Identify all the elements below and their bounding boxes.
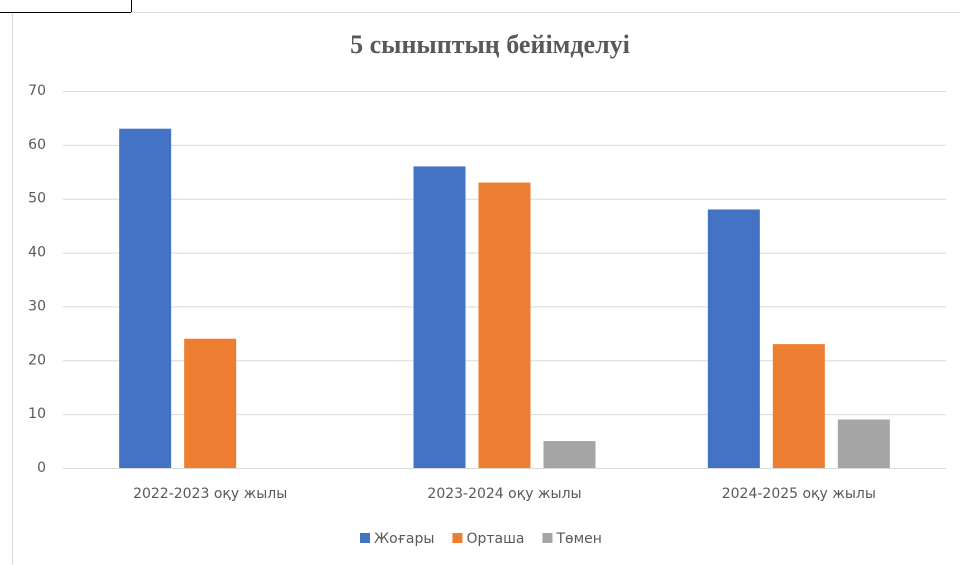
bar [543,441,596,468]
bar [707,209,760,468]
bar [184,338,237,468]
y-tick-label: 40 [28,245,46,261]
bar [772,344,825,468]
y-tick-label: 10 [28,406,46,422]
y-tick-label: 0 [37,460,46,476]
y-tick-label: 60 [28,137,46,153]
bar [837,419,890,468]
legend-label: Жоғары [374,531,434,547]
legend-swatch [452,533,463,543]
y-tick-label: 70 [28,83,46,99]
y-tick-label: 30 [28,298,46,314]
x-tick-label: 2022-2023 оқу жылы [133,486,287,502]
bar [119,128,172,468]
legend-swatch [360,533,370,543]
bar [478,182,531,469]
legend-label: Орташа [466,531,524,547]
legend-label: Төмен [555,531,601,547]
x-tick-label: 2024-2025 оқу жылы [722,486,876,502]
y-tick-label: 20 [28,352,46,368]
legend-swatch [542,533,553,543]
bar [413,166,466,468]
chart-title: 5 сыныптың бейімделуі [350,30,630,59]
y-tick-label: 50 [28,191,46,207]
x-tick-label: 2023-2024 оқу жылы [427,486,581,502]
